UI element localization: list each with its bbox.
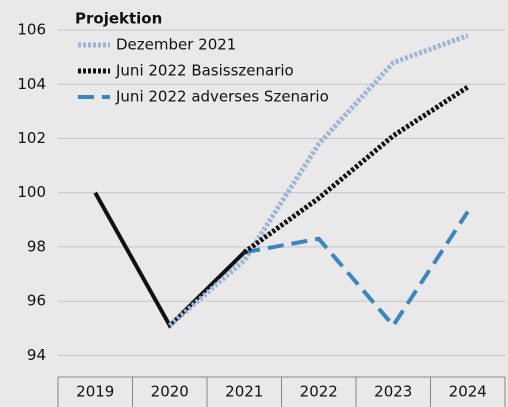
y-tick-label: 96 (27, 292, 46, 310)
x-tick-label: 2021 (225, 383, 263, 401)
y-tick-label: 102 (17, 129, 46, 147)
y-tick-label: 98 (27, 237, 46, 255)
x-tick-label: 2022 (300, 383, 338, 401)
legend-label: Juni 2022 Basisszenario (115, 62, 294, 80)
y-tick-label: 104 (17, 75, 46, 93)
x-tick-label: 2019 (76, 383, 114, 401)
series-line (243, 210, 470, 329)
series-line (168, 33, 469, 328)
y-tick-label: 106 (17, 21, 46, 39)
series-line (242, 84, 470, 255)
legend-label: Dezember 2021 (116, 36, 236, 54)
legend-title: Projektion (75, 10, 162, 28)
y-tick-label: 94 (27, 346, 46, 364)
legend-label: Juni 2022 adverses Szenario (115, 88, 329, 106)
x-tick-label: 2020 (151, 383, 189, 401)
y-tick-label: 100 (17, 183, 46, 201)
x-tick-label: 2024 (449, 383, 487, 401)
x-tick-label: 2023 (374, 383, 412, 401)
